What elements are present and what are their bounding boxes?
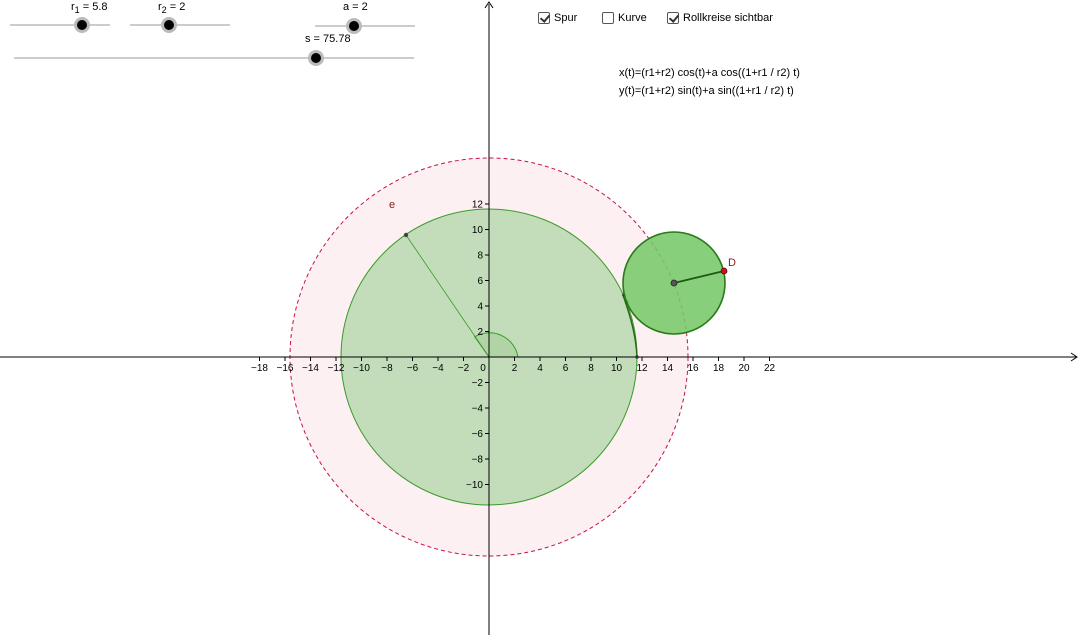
equation-x: x(t)=(r1+r2) cos(t)+a cos((1+r1 / r2) t) bbox=[619, 67, 800, 79]
check-icon bbox=[668, 12, 680, 23]
x-tick-label: 4 bbox=[537, 363, 543, 374]
checkbox-rollkreise[interactable]: Rollkreise sichtbar bbox=[667, 12, 773, 24]
y-axis-arrow bbox=[484, 1, 494, 9]
checkbox-kurve-box[interactable] bbox=[602, 12, 614, 24]
x-tick-label: −2 bbox=[458, 363, 470, 374]
checkbox-rollkreise-label: Rollkreise sichtbar bbox=[683, 12, 773, 24]
slider-a-value: = 2 bbox=[349, 1, 368, 13]
slider-s-label: s = 75.78 bbox=[305, 33, 351, 45]
x-tick-label: −8 bbox=[381, 363, 393, 374]
y-tick-label: −4 bbox=[472, 404, 484, 415]
x-tick-label: 8 bbox=[588, 363, 594, 374]
checkbox-spur[interactable]: Spur bbox=[538, 12, 577, 24]
slider-r1-value: = 5.8 bbox=[79, 1, 108, 13]
checkbox-spur-box[interactable] bbox=[538, 12, 551, 24]
slider-r1[interactable] bbox=[10, 17, 110, 33]
slider-r2-label: r2 = 2 bbox=[158, 1, 185, 15]
y-tick-label: 4 bbox=[477, 302, 483, 313]
x-tick-label: 18 bbox=[713, 363, 725, 374]
x-tick-label: 2 bbox=[512, 363, 518, 374]
x-tick-label: 20 bbox=[738, 363, 750, 374]
slider-r1-name: r bbox=[71, 1, 75, 13]
x-tick-label: 22 bbox=[764, 363, 776, 374]
trace-point bbox=[635, 355, 639, 359]
slider-r2-value: = 2 bbox=[166, 1, 186, 13]
y-tick-label: −2 bbox=[472, 378, 484, 389]
checkbox-kurve-label: Kurve bbox=[618, 12, 647, 24]
slider-a-name: a bbox=[343, 1, 350, 13]
y-tick-label: 6 bbox=[477, 276, 483, 287]
y-tick-label: −10 bbox=[466, 480, 483, 491]
point-d-label: D bbox=[728, 257, 736, 269]
slider-s-value: = 75.78 bbox=[310, 33, 351, 45]
x-tick-label: 6 bbox=[563, 363, 569, 374]
y-tick-label: −8 bbox=[472, 455, 484, 466]
slider-s[interactable] bbox=[14, 50, 414, 66]
slider-a-label: a = 2 bbox=[343, 1, 368, 13]
x-tick-label: −6 bbox=[407, 363, 419, 374]
x-tick-label: −18 bbox=[251, 363, 268, 374]
checkbox-kurve[interactable]: Kurve bbox=[602, 12, 647, 24]
x-tick-label: −14 bbox=[302, 363, 319, 374]
x-tick-label: −12 bbox=[328, 363, 345, 374]
checkbox-spur-label: Spur bbox=[554, 12, 578, 24]
checkbox-rollkreise-box[interactable] bbox=[667, 12, 680, 24]
check-icon bbox=[539, 12, 551, 23]
y-tick-label: 12 bbox=[472, 200, 484, 211]
y-tick-label: 10 bbox=[472, 225, 484, 236]
slider-r2-sub: 2 bbox=[161, 5, 167, 16]
equation-y: y(t)=(r1+r2) sin(t)+a sin((1+r1 / r2) t) bbox=[619, 85, 794, 97]
slider-r1-label: r1 = 5.8 bbox=[71, 1, 108, 15]
y-tick-label: 8 bbox=[477, 251, 483, 262]
x-tick-label: 0 bbox=[480, 363, 486, 374]
y-tick-label: −6 bbox=[472, 429, 484, 440]
x-tick-label: −10 bbox=[353, 363, 370, 374]
radius-line bbox=[405, 234, 490, 358]
slider-a[interactable] bbox=[315, 18, 415, 34]
point-on-fixed-circle[interactable] bbox=[403, 232, 409, 238]
slider-r2-name: r bbox=[158, 1, 162, 13]
rolling-center-point[interactable] bbox=[670, 279, 678, 287]
x-tick-label: 14 bbox=[662, 363, 674, 374]
x-tick-label: 10 bbox=[611, 363, 623, 374]
trace-path bbox=[622, 294, 638, 358]
x-axis-arrow bbox=[1070, 352, 1078, 362]
rolling-radius bbox=[673, 270, 725, 284]
slider-s-name: s bbox=[305, 33, 311, 45]
circle-e-label: e bbox=[389, 199, 395, 211]
x-tick-label: −4 bbox=[432, 363, 444, 374]
y-tick-label: 2 bbox=[477, 327, 483, 338]
point-d[interactable] bbox=[720, 267, 728, 275]
x-tick-label: 16 bbox=[687, 363, 699, 374]
slider-r2[interactable] bbox=[130, 17, 230, 33]
slider-r1-sub: 1 bbox=[74, 5, 80, 16]
x-tick-label: 12 bbox=[636, 363, 648, 374]
x-tick-label: −16 bbox=[277, 363, 294, 374]
